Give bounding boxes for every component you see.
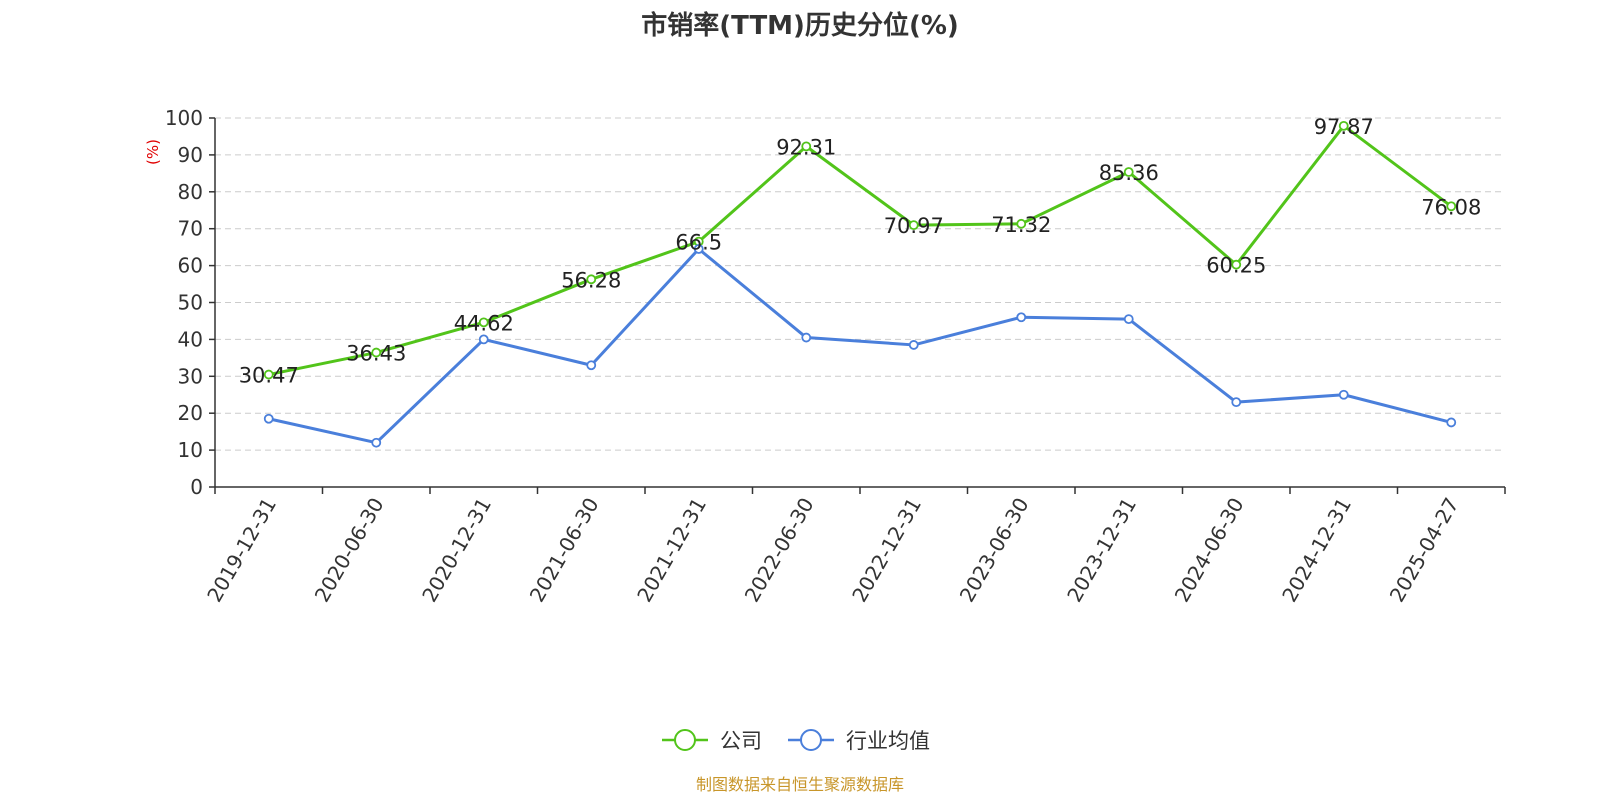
data-label: 56.28	[561, 268, 621, 292]
legend-label: 公司	[720, 729, 762, 753]
data-point	[478, 317, 489, 328]
y-tick-label: 30	[178, 364, 203, 388]
data-point	[371, 347, 382, 358]
x-tick-label: 2019-12-31	[202, 494, 281, 607]
x-tick-label: 2024-12-31	[1277, 494, 1356, 607]
y-tick-label: 40	[178, 327, 203, 351]
y-tick-label: 50	[178, 291, 203, 315]
legend-label: 行业均值	[846, 729, 930, 753]
data-point	[1231, 259, 1242, 270]
data-label: 66.5	[675, 231, 722, 255]
x-tick-label: 2023-06-30	[955, 494, 1034, 607]
legend-marker	[800, 729, 822, 751]
series-line-0	[268, 124, 1453, 377]
data-point	[1016, 218, 1027, 229]
x-tick-label: 2020-06-30	[310, 494, 389, 607]
data-label: 70.97	[884, 214, 944, 238]
data-point	[1338, 389, 1349, 400]
data-point	[1338, 120, 1349, 131]
series-line-1	[268, 247, 1452, 445]
legend-marker	[674, 729, 696, 751]
data-point	[1123, 314, 1134, 325]
data-point	[1123, 167, 1134, 177]
y-tick-label: 10	[178, 438, 203, 462]
data-point	[801, 332, 812, 343]
data-label: 76.08	[1421, 195, 1481, 219]
x-tick-label: 2025-04-27	[1385, 494, 1464, 607]
data-label: 30.47	[239, 364, 299, 388]
x-tick-label: 2021-12-31	[632, 494, 711, 607]
data-point	[1231, 397, 1242, 408]
y-tick-label: 90	[178, 143, 203, 167]
x-tick-label: 2022-12-31	[847, 494, 926, 607]
data-label: 71.32	[991, 213, 1051, 237]
data-point	[1446, 201, 1457, 212]
chart-title: 市销率(TTM)历史分位(%)	[641, 10, 959, 41]
grid-lines	[215, 117, 1505, 451]
data-point	[908, 220, 919, 231]
data-labels: 30.47 36.43 44.62 56.28 66.5 92.31 70.97 71.32 8…	[239, 115, 1482, 388]
data-point	[693, 244, 704, 254]
data-label: 97.87	[1314, 115, 1374, 139]
data-point	[1446, 417, 1457, 428]
data-label: 36.43	[346, 342, 406, 366]
source-note: 制图数据来自恒生聚源数据库	[696, 775, 904, 794]
legend: 公司 行业均值	[662, 729, 930, 753]
y-tick-label: 80	[178, 180, 203, 204]
y-tick-label: 20	[178, 401, 203, 425]
x-tick-label: 2024-06-30	[1170, 494, 1249, 607]
y-axis-label: (%)	[144, 139, 162, 165]
x-tick-label: 2020-12-31	[417, 494, 496, 607]
data-label: 85.36	[1099, 161, 1159, 185]
data-label: 60.25	[1206, 254, 1266, 278]
data-point	[263, 413, 274, 424]
data-point	[263, 369, 274, 380]
data-point	[371, 437, 382, 448]
data-label: 92.31	[776, 135, 836, 159]
series-layer	[263, 120, 1457, 448]
data-point	[586, 360, 597, 371]
data-point	[801, 141, 812, 152]
data-point	[908, 340, 919, 350]
x-tick-label: 2023-12-31	[1062, 494, 1141, 607]
y-tick-label: 0	[190, 475, 203, 499]
y-tick-label: 60	[178, 254, 203, 278]
data-point	[1016, 312, 1027, 323]
data-point	[586, 274, 597, 285]
data-label: 44.62	[454, 311, 514, 335]
y-tick-label: 70	[178, 217, 203, 241]
data-point	[478, 334, 489, 345]
x-tick-label: 2022-06-30	[740, 494, 819, 607]
y-tick-label: 100	[165, 106, 203, 130]
x-tick-label: 2021-06-30	[525, 494, 604, 607]
